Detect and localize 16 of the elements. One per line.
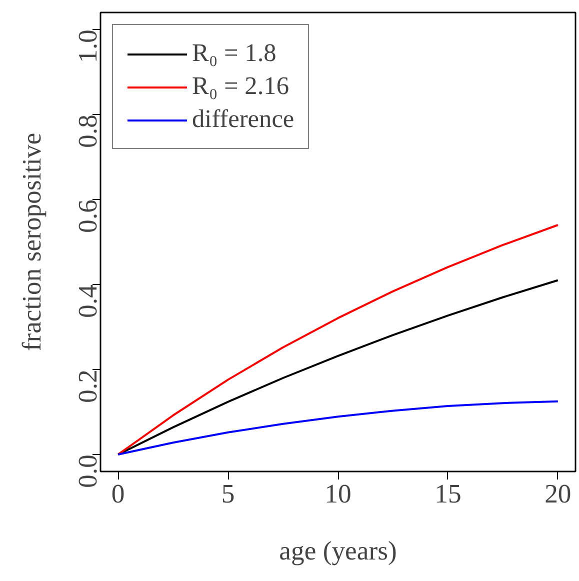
y-tick-label: 1.0 — [72, 29, 102, 63]
x-tick-label: 10 — [324, 478, 352, 508]
x-axis-title: age (years) — [279, 536, 397, 566]
y-tick-label: 0.6 — [72, 199, 102, 233]
x-tick-label: 15 — [434, 478, 462, 508]
x-tick-label: 5 — [221, 478, 235, 508]
x-tick-label: 0 — [111, 478, 125, 508]
legend-label: R₀ = 1.8 — [192, 39, 276, 68]
y-tick-label: 0.0 — [72, 454, 102, 488]
legend-label: difference — [192, 105, 294, 134]
y-axis-title: fraction seropositive — [16, 132, 46, 352]
y-tick-label: 0.4 — [72, 284, 102, 318]
x-tick-label: 20 — [544, 478, 572, 508]
legend-label: R₀ = 2.16 — [192, 72, 289, 101]
y-tick-label: 0.8 — [72, 114, 102, 148]
y-tick-label: 0.2 — [72, 369, 102, 403]
